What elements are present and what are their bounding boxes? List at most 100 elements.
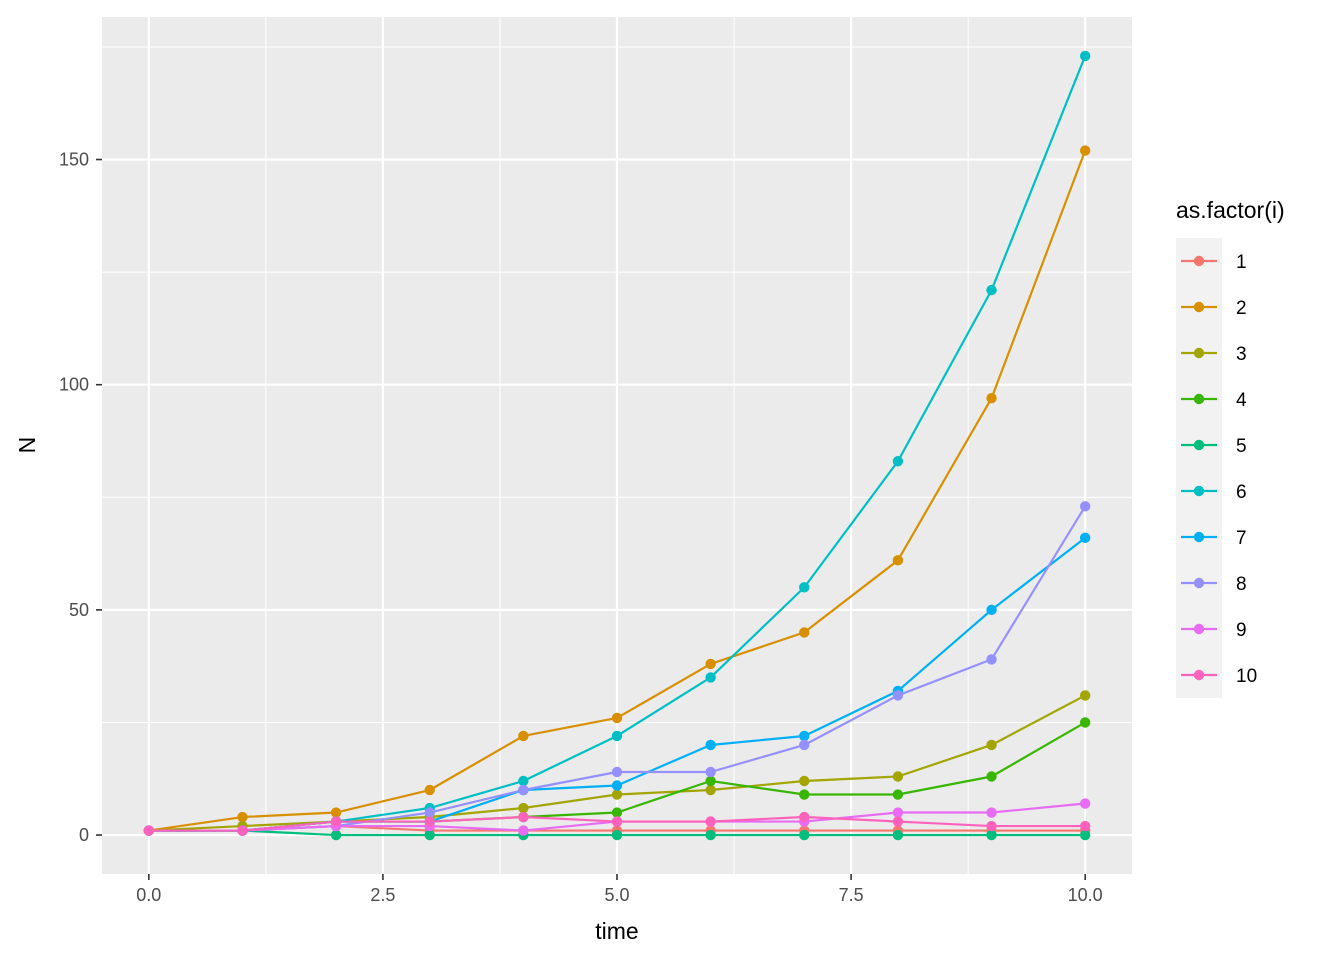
series-10-point: [237, 825, 248, 836]
legend-key-point: [1193, 577, 1205, 589]
series-2-point: [518, 730, 529, 742]
legend: as.factor(i) 1 2 3 4 5 6 7 8 9 10: [1176, 197, 1285, 698]
series-2-point: [892, 555, 904, 566]
legend-label: 6: [1236, 482, 1247, 503]
legend-key-point: [1193, 485, 1205, 497]
series-3-point: [705, 784, 716, 796]
series-9-point: [518, 825, 529, 836]
legend-label: 4: [1236, 390, 1247, 411]
y-tick-label: 150: [59, 150, 89, 170]
x-tick-label: 10.0: [1068, 885, 1103, 905]
legend-label: 8: [1236, 574, 1247, 595]
legend-key-point: [1193, 393, 1205, 405]
series-5-point: [611, 829, 623, 841]
series-4-point: [892, 789, 904, 800]
legend-title: as.factor(i): [1176, 197, 1285, 223]
y-tick-label: 50: [69, 600, 89, 620]
series-9-point: [1079, 798, 1091, 809]
legend-key-background: [1176, 238, 1222, 698]
series-10-point: [518, 811, 529, 823]
legend-item-7: 7: [1181, 528, 1247, 549]
series-8-point: [611, 766, 623, 778]
series-6-point: [892, 456, 904, 467]
series-7-point: [1079, 532, 1091, 544]
series-2-point: [799, 627, 810, 638]
legend-item-8: 8: [1181, 574, 1247, 595]
series-3-point: [986, 739, 997, 751]
series-9-point: [892, 807, 904, 818]
series-2-point: [424, 784, 435, 796]
legend-label: 7: [1236, 528, 1247, 549]
x-tick-label: 5.0: [604, 885, 629, 905]
series-6-point: [518, 775, 529, 787]
legend-item-6: 6: [1181, 482, 1247, 503]
legend-key-point: [1193, 347, 1205, 359]
legend-items: 1 2 3 4 5 6 7 8 9 10: [1181, 252, 1257, 687]
series-4-point: [1079, 717, 1091, 728]
series-6-point: [611, 730, 623, 742]
series-10-point: [424, 816, 435, 827]
series-7-point: [611, 780, 623, 791]
series-10-point: [611, 816, 623, 827]
legend-key-point: [1193, 669, 1205, 681]
series-5-point: [330, 829, 342, 841]
legend-item-1: 1: [1181, 252, 1247, 273]
legend-key-point: [1193, 301, 1205, 313]
series-10-point: [892, 816, 904, 827]
series-8-point: [986, 654, 997, 665]
series-4-point: [986, 771, 997, 782]
legend-label: 2: [1236, 298, 1247, 319]
series-4-point: [799, 789, 810, 800]
legend-key-point: [1193, 531, 1205, 543]
series-10-point: [330, 816, 342, 827]
series-2-point: [1079, 145, 1091, 156]
series-3-point: [799, 775, 810, 787]
legend-label: 10: [1236, 666, 1257, 687]
series-10-point: [1079, 820, 1091, 832]
legend-item-5: 5: [1181, 436, 1247, 457]
legend-label: 1: [1236, 252, 1247, 273]
series-2-point: [237, 811, 248, 823]
series-8-point: [518, 784, 529, 796]
series-8-point: [799, 739, 810, 751]
series-3-point: [1079, 690, 1091, 701]
series-3-point: [611, 789, 623, 800]
series-5-point: [1079, 829, 1091, 841]
series-10-point: [986, 820, 997, 832]
legend-key-point: [1193, 439, 1205, 451]
series-5-point: [705, 829, 716, 841]
series-5-point: [424, 829, 435, 841]
series-10-point: [705, 816, 716, 827]
series-2-point: [705, 658, 716, 670]
series-3-point: [518, 802, 529, 814]
series-3-point: [892, 771, 904, 782]
legend-label: 9: [1236, 620, 1247, 641]
series-4-point: [611, 807, 623, 818]
legend-key-point: [1193, 255, 1205, 267]
series-5-point: [892, 829, 904, 841]
series-2-point: [330, 807, 342, 818]
series-2-point: [986, 393, 997, 404]
series-8-point: [424, 807, 435, 818]
legend-item-10: 10: [1181, 666, 1257, 687]
x-tick-label: 7.5: [839, 885, 864, 905]
series-5-point: [799, 829, 810, 841]
y-tick-label: 0: [79, 825, 89, 845]
series-6-point: [799, 582, 810, 593]
series-5-point: [986, 829, 997, 841]
legend-item-4: 4: [1181, 390, 1247, 411]
legend-item-3: 3: [1181, 344, 1247, 365]
series-points: [143, 50, 1091, 841]
y-tick-labels: 0 50 100 150: [59, 150, 89, 846]
x-tick-label: 2.5: [370, 885, 395, 905]
legend-key-point: [1193, 623, 1205, 635]
series-10-point: [799, 811, 810, 823]
x-tick-label: 0.0: [136, 885, 161, 905]
legend-label: 3: [1236, 344, 1247, 365]
axis-ticks: [96, 158, 1086, 880]
legend-item-9: 9: [1181, 620, 1247, 641]
series-8-point: [892, 690, 904, 701]
legend-item-2: 2: [1181, 298, 1247, 319]
series-6-point: [986, 284, 997, 296]
series-7-point: [705, 739, 716, 751]
